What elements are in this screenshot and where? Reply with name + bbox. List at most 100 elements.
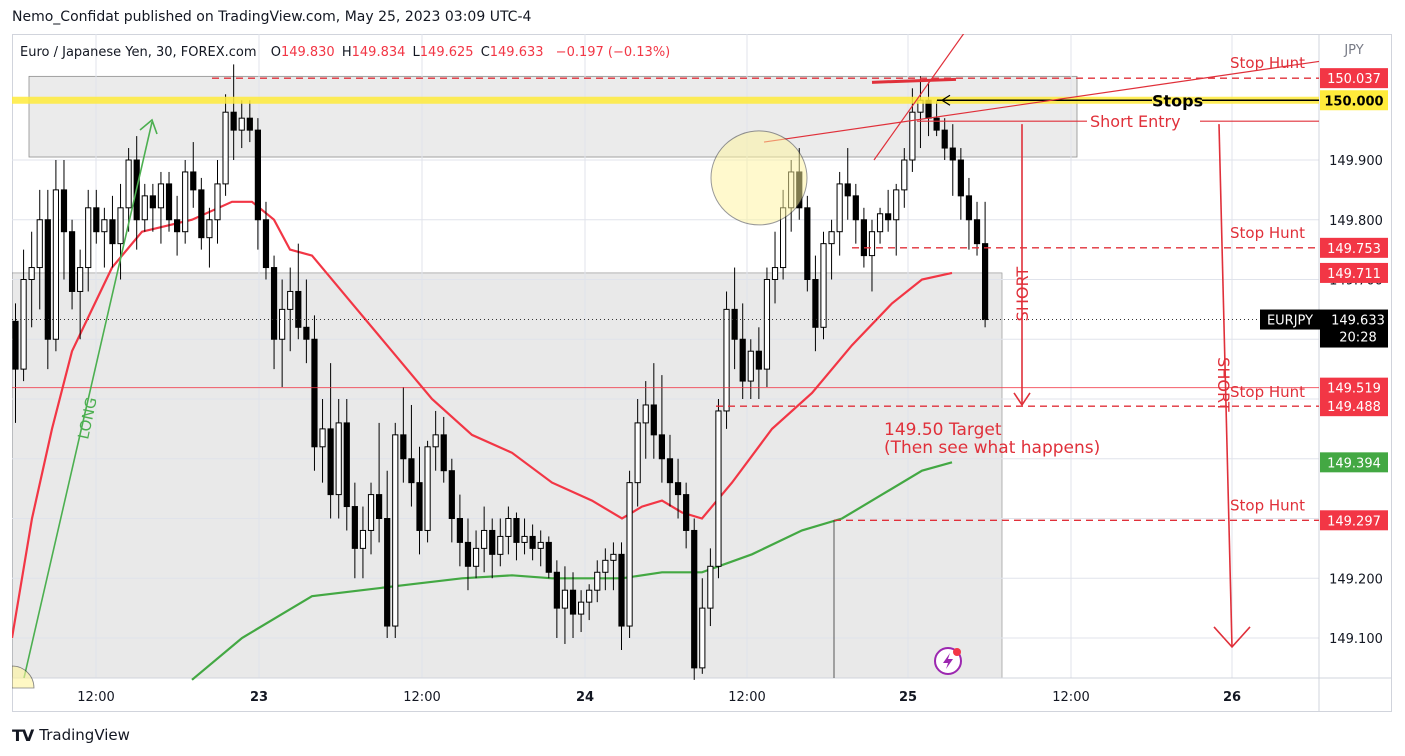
candle-body <box>674 482 682 496</box>
candle-body <box>77 267 84 292</box>
candle-body <box>101 219 108 233</box>
candle-body <box>464 541 472 567</box>
time-tick-label: 12:00 <box>1052 690 1089 705</box>
candles-layer <box>12 64 989 680</box>
symbol-tag <box>1260 309 1320 330</box>
candle-body <box>804 207 811 280</box>
steep-trendline <box>873 34 965 161</box>
candle-body <box>973 219 981 245</box>
candle-body <box>521 535 528 543</box>
candle-body <box>448 470 455 520</box>
candle-body <box>28 267 35 281</box>
price-tag-text: 150.000 <box>1324 94 1383 109</box>
candle-body <box>957 159 964 197</box>
candle-body <box>359 529 367 549</box>
candle-body <box>586 589 593 603</box>
candle-body <box>246 117 253 131</box>
candle-body <box>20 279 27 370</box>
short-arrow-2-head-icon <box>1213 626 1251 649</box>
candle-body <box>238 117 245 131</box>
candle-body <box>270 267 278 340</box>
candle-body <box>117 207 124 245</box>
candle-body <box>335 422 342 496</box>
candle-body <box>408 458 415 484</box>
candle-body <box>723 308 730 412</box>
candle-body <box>901 159 908 191</box>
candle-body <box>432 434 439 448</box>
price-tag <box>1320 237 1388 258</box>
stop-hunt-label-4: Stop Hunt <box>1230 496 1305 514</box>
candle-body <box>440 434 447 472</box>
candle-body <box>174 219 181 233</box>
price-tag-text: 149.394 <box>1327 456 1381 471</box>
candle-body <box>351 506 358 549</box>
stops-label: Stops <box>1152 91 1203 110</box>
zones-layer <box>12 75 1078 679</box>
candle-body <box>545 541 552 573</box>
candle-body <box>12 320 19 370</box>
candle-body <box>93 207 100 233</box>
grid-layer <box>12 34 1319 678</box>
candle-body <box>327 428 334 496</box>
price-tag <box>1320 452 1388 473</box>
candle-body <box>262 219 270 269</box>
stops-band <box>12 96 1319 104</box>
time-tick-label: 12:00 <box>77 690 114 705</box>
candle-body <box>68 231 76 292</box>
target-label: 149.50 Target <box>884 420 1002 440</box>
candle-body <box>125 159 132 209</box>
candle-body <box>279 308 286 340</box>
price-tag <box>1320 396 1388 417</box>
candle-body <box>384 518 391 627</box>
resistance-zone <box>28 75 1078 158</box>
candle-body <box>860 219 867 257</box>
price-tag-text: 149.519 <box>1327 382 1381 397</box>
stop-hunt-label-2: Stop Hunt <box>1230 224 1305 242</box>
candle-body <box>157 183 165 209</box>
candle-body <box>602 559 609 573</box>
candle-body <box>456 518 463 543</box>
candle-body <box>254 129 262 221</box>
candle-body <box>141 195 148 221</box>
time-tick-label: 12:00 <box>728 690 765 705</box>
candle-body <box>36 219 43 269</box>
candle-body <box>844 183 851 197</box>
candle-body <box>965 195 973 221</box>
legend-line: Euro / Japanese Yen, 30, FOREX.com O149.… <box>20 45 670 60</box>
stop-hunt-label-1: Stop Hunt <box>1230 54 1305 72</box>
legend-low: 149.625 <box>420 45 474 60</box>
price-axis: 149.100149.200149.300149.400149.500149.6… <box>1260 68 1388 647</box>
legend-change: −0.197 (−0.13%) <box>556 45 671 60</box>
candle-body <box>982 243 989 321</box>
legend-open: 149.830 <box>281 45 335 60</box>
candle-body <box>392 434 399 627</box>
candle-body <box>820 243 827 328</box>
alert-lightning-icon[interactable] <box>934 647 962 675</box>
legend-symbol: Euro / Japanese Yen, 30, FOREX.com <box>20 45 257 60</box>
candle-body <box>198 189 205 239</box>
candle-body <box>367 494 375 531</box>
candle-body <box>182 171 189 233</box>
short-entry-label: Short Entry <box>1090 112 1181 131</box>
price-tag-text: 149.753 <box>1327 242 1381 257</box>
candle-body <box>699 607 706 669</box>
price-tick-label: 149.800 <box>1329 214 1383 229</box>
long-arrow-head-icon <box>139 118 158 135</box>
current-price-tag <box>1320 309 1388 348</box>
candle-body <box>553 571 560 609</box>
ema-green-line <box>191 461 953 681</box>
time-tick-label: 23 <box>250 690 268 705</box>
candle-body <box>868 231 876 257</box>
candle-body <box>658 434 665 460</box>
candle-body <box>376 494 383 520</box>
price-tick-label: 149.900 <box>1329 154 1383 169</box>
publisher-header: Nemo_Confidat published on TradingView.c… <box>12 9 532 25</box>
candle-body <box>529 535 536 549</box>
candle-body <box>618 553 625 627</box>
target-sublabel: (Then see what happens) <box>884 438 1100 458</box>
candle-body <box>505 518 512 537</box>
candle-body <box>707 565 714 609</box>
candle-body <box>715 410 722 567</box>
